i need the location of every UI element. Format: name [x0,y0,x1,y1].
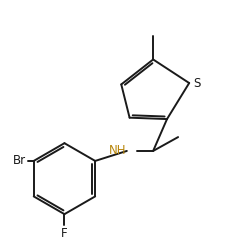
Text: F: F [61,228,68,240]
Text: S: S [193,77,201,89]
Text: NH: NH [109,144,127,158]
Text: Br: Br [13,154,26,167]
